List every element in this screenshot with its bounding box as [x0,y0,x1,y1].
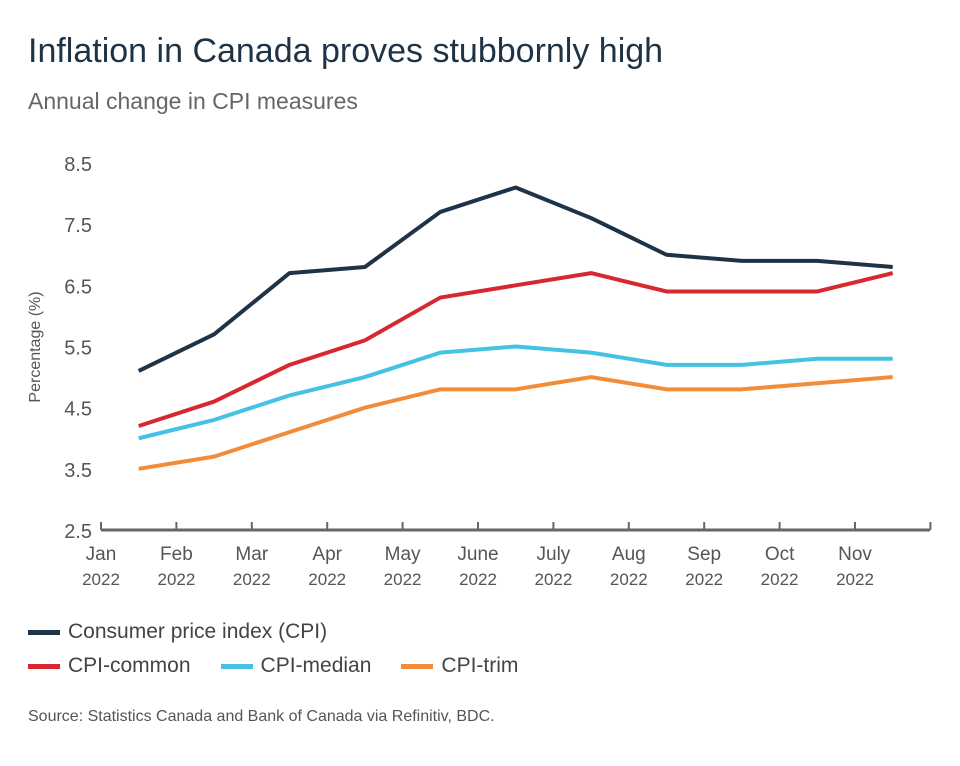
chart-title: Inflation in Canada proves stubbornly hi… [28,32,664,70]
y-tick-label: 8.5 [64,154,92,176]
x-tick-label: Jan [86,544,117,565]
legend-row-2: CPI-common CPI-median CPI-trim [28,654,518,678]
series-line-0 [137,185,893,373]
x-tick-label: July [537,544,571,565]
x-tick-label: Oct [765,544,795,565]
y-tick-label: 6.5 [64,276,92,298]
legend-swatch [28,663,60,669]
legend-item-median: CPI-median [220,654,372,678]
legend-row-1: Consumer price index (CPI) [28,620,327,644]
legend-swatch [220,663,253,669]
legend-item-common: CPI-common [28,654,191,678]
x-tick-label-year: 2022 [233,570,271,589]
source-note: Source: Statistics Canada and Bank of Ca… [28,708,495,725]
x-tick-label-year: 2022 [685,570,723,589]
x-tick-label-year: 2022 [761,570,799,589]
x-tick-label: Sep [687,544,721,565]
x-tick-label-year: 2022 [610,570,648,589]
legend-label: CPI-median [260,654,372,677]
series-line-1 [138,271,894,428]
x-tick-label: Feb [160,544,193,565]
x-tick-label: May [385,544,421,565]
legend-item-cpi: Consumer price index (CPI) [28,620,327,644]
x-tick-label-year: 2022 [384,570,422,589]
x-tick-label-year: 2022 [836,570,874,589]
y-tick-label: 3.5 [64,460,92,482]
x-tick-label-year: 2022 [308,570,346,589]
x-tick-label: Mar [235,544,268,565]
legend-label: CPI-trim [441,654,519,677]
x-tick-label: June [457,544,498,565]
x-tick-label-year: 2022 [157,570,195,589]
y-tick-label: 2.5 [64,521,92,543]
series-line-3 [138,375,893,471]
legend-swatch [28,629,60,635]
legend-label: CPI-common [68,654,191,677]
x-tick-label-year: 2022 [82,570,120,589]
x-tick-label: Aug [612,544,646,565]
chart-subtitle: Annual change in CPI measures [28,88,358,114]
legend-item-trim: CPI-trim [401,654,518,678]
y-axis-label: Percentage (%) [27,291,44,402]
plot-area: 2.5 3.5 4.5 5.5 6.5 7.5 8.5 Percentage (%) Jan 20… [27,154,932,589]
y-tick-label: 5.5 [64,338,92,360]
legend-label: Consumer price index (CPI) [68,620,328,643]
series-line-2 [138,344,893,441]
x-tick-label: Nov [838,544,872,565]
x-tick-label-year: 2022 [459,570,497,589]
x-tick-label: Apr [312,544,342,565]
x-tick-label-year: 2022 [534,570,572,589]
legend-swatch [401,663,434,669]
y-tick-label: 4.5 [64,399,92,421]
y-tick-label: 7.5 [64,215,92,237]
